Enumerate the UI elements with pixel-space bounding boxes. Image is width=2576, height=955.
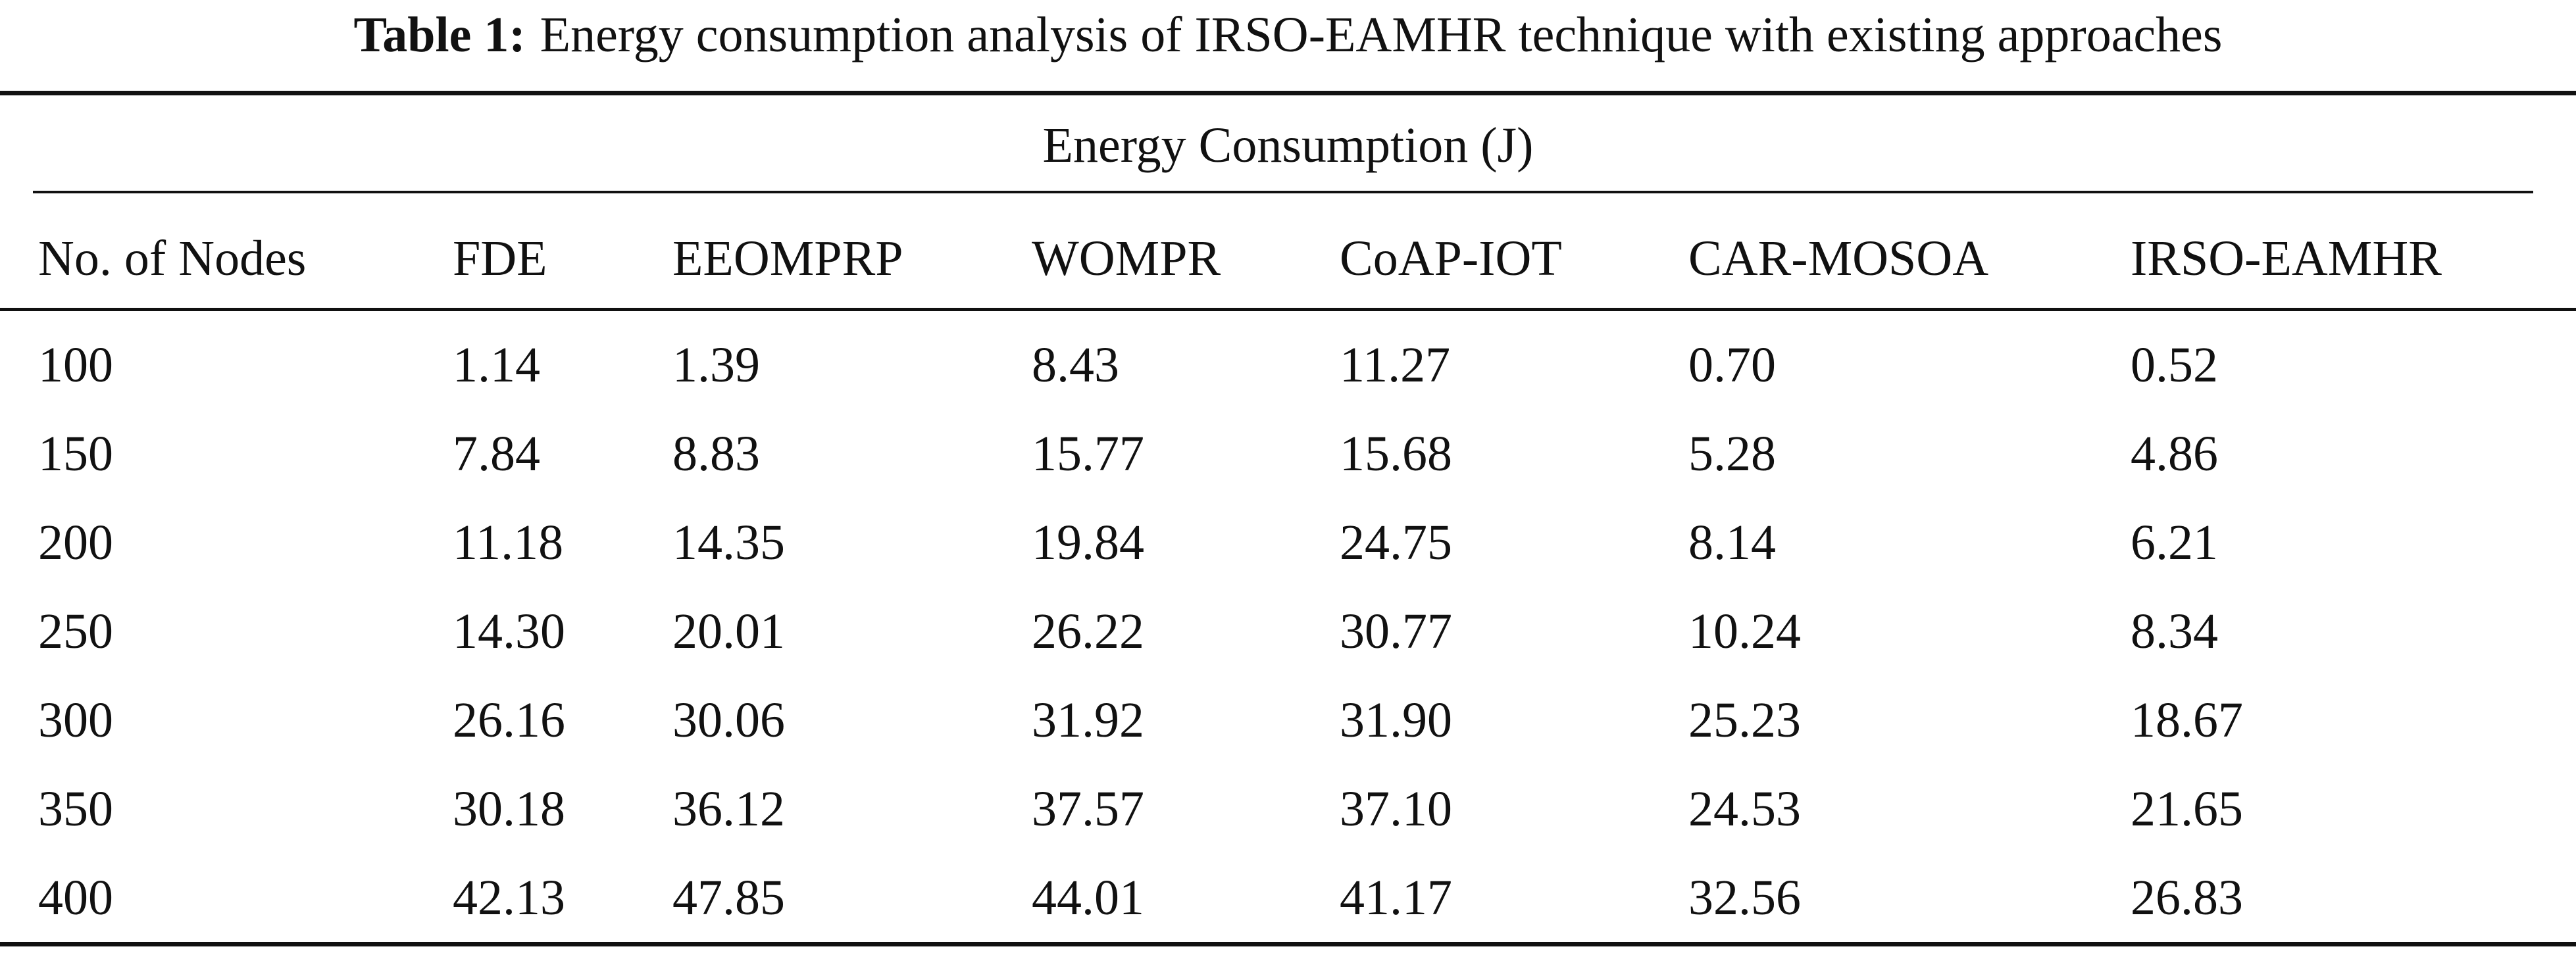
cell-irso-eamhr: 21.65 [2131,781,2243,837]
cell-nodes: 300 [38,693,113,748]
cell-wompr: 44.01 [1032,870,1144,925]
column-header-irso-eamhr: IRSO-EAMHR [2131,231,2442,286]
cell-wompr: 8.43 [1032,337,1119,393]
table-caption: Table 1: Energy consumption analysis of I… [0,5,2576,64]
cell-wompr: 26.22 [1032,604,1144,659]
cell-irso-eamhr: 18.67 [2131,693,2243,748]
cell-wompr: 19.84 [1032,515,1144,570]
cell-irso-eamhr: 8.34 [2131,604,2218,659]
cell-fde: 1.14 [453,337,540,393]
cell-coap-iot: 11.27 [1340,337,1451,393]
cell-coap-iot: 37.10 [1340,781,1452,837]
cell-coap-iot: 41.17 [1340,870,1452,925]
column-header-eeomprp: EEOMPRP [672,231,903,286]
cell-car-mosoa: 24.53 [1688,781,1801,837]
cell-car-mosoa: 32.56 [1688,870,1801,925]
cell-nodes: 350 [38,781,113,837]
cell-nodes: 150 [38,426,113,481]
group-header-rule [33,191,2533,193]
cell-eeomprp: 14.35 [672,515,785,570]
cell-car-mosoa: 8.14 [1688,515,1776,570]
cell-fde: 42.13 [453,870,565,925]
cell-eeomprp: 47.85 [672,870,785,925]
column-header-nodes: No. of Nodes [38,231,307,286]
column-header-wompr: WOMPR [1032,231,1221,286]
cell-fde: 30.18 [453,781,565,837]
cell-eeomprp: 8.83 [672,426,760,481]
group-header: Energy Consumption (J) [1042,118,1534,173]
cell-car-mosoa: 25.23 [1688,693,1801,748]
cell-nodes: 250 [38,604,113,659]
cell-irso-eamhr: 26.83 [2131,870,2243,925]
cell-irso-eamhr: 0.52 [2131,337,2218,393]
cell-fde: 7.84 [453,426,540,481]
column-header-car-mosoa: CAR-MOSOA [1688,231,1989,286]
cell-nodes: 400 [38,870,113,925]
header-rule [0,308,2576,311]
table-top-rule [0,91,2576,95]
cell-nodes: 100 [38,337,113,393]
cell-eeomprp: 36.12 [672,781,785,837]
cell-coap-iot: 15.68 [1340,426,1452,481]
cell-irso-eamhr: 6.21 [2131,515,2218,570]
cell-car-mosoa: 5.28 [1688,426,1776,481]
cell-eeomprp: 20.01 [672,604,785,659]
cell-coap-iot: 30.77 [1340,604,1452,659]
cell-coap-iot: 24.75 [1340,515,1452,570]
table-caption-label: Table 1: [353,7,526,62]
cell-irso-eamhr: 4.86 [2131,426,2218,481]
cell-wompr: 15.77 [1032,426,1144,481]
cell-wompr: 31.92 [1032,693,1144,748]
cell-fde: 26.16 [453,693,565,748]
table-bottom-rule [0,942,2576,946]
cell-nodes: 200 [38,515,113,570]
cell-eeomprp: 1.39 [672,337,760,393]
cell-eeomprp: 30.06 [672,693,785,748]
column-header-coap-iot: CoAP-IOT [1340,231,1562,286]
cell-car-mosoa: 10.24 [1688,604,1801,659]
table-caption-text: Energy consumption analysis of IRSO-EAMH… [540,7,2223,62]
cell-coap-iot: 31.90 [1340,693,1452,748]
cell-fde: 11.18 [453,515,564,570]
cell-car-mosoa: 0.70 [1688,337,1776,393]
cell-wompr: 37.57 [1032,781,1144,837]
cell-fde: 14.30 [453,604,565,659]
column-header-fde: FDE [453,231,547,286]
